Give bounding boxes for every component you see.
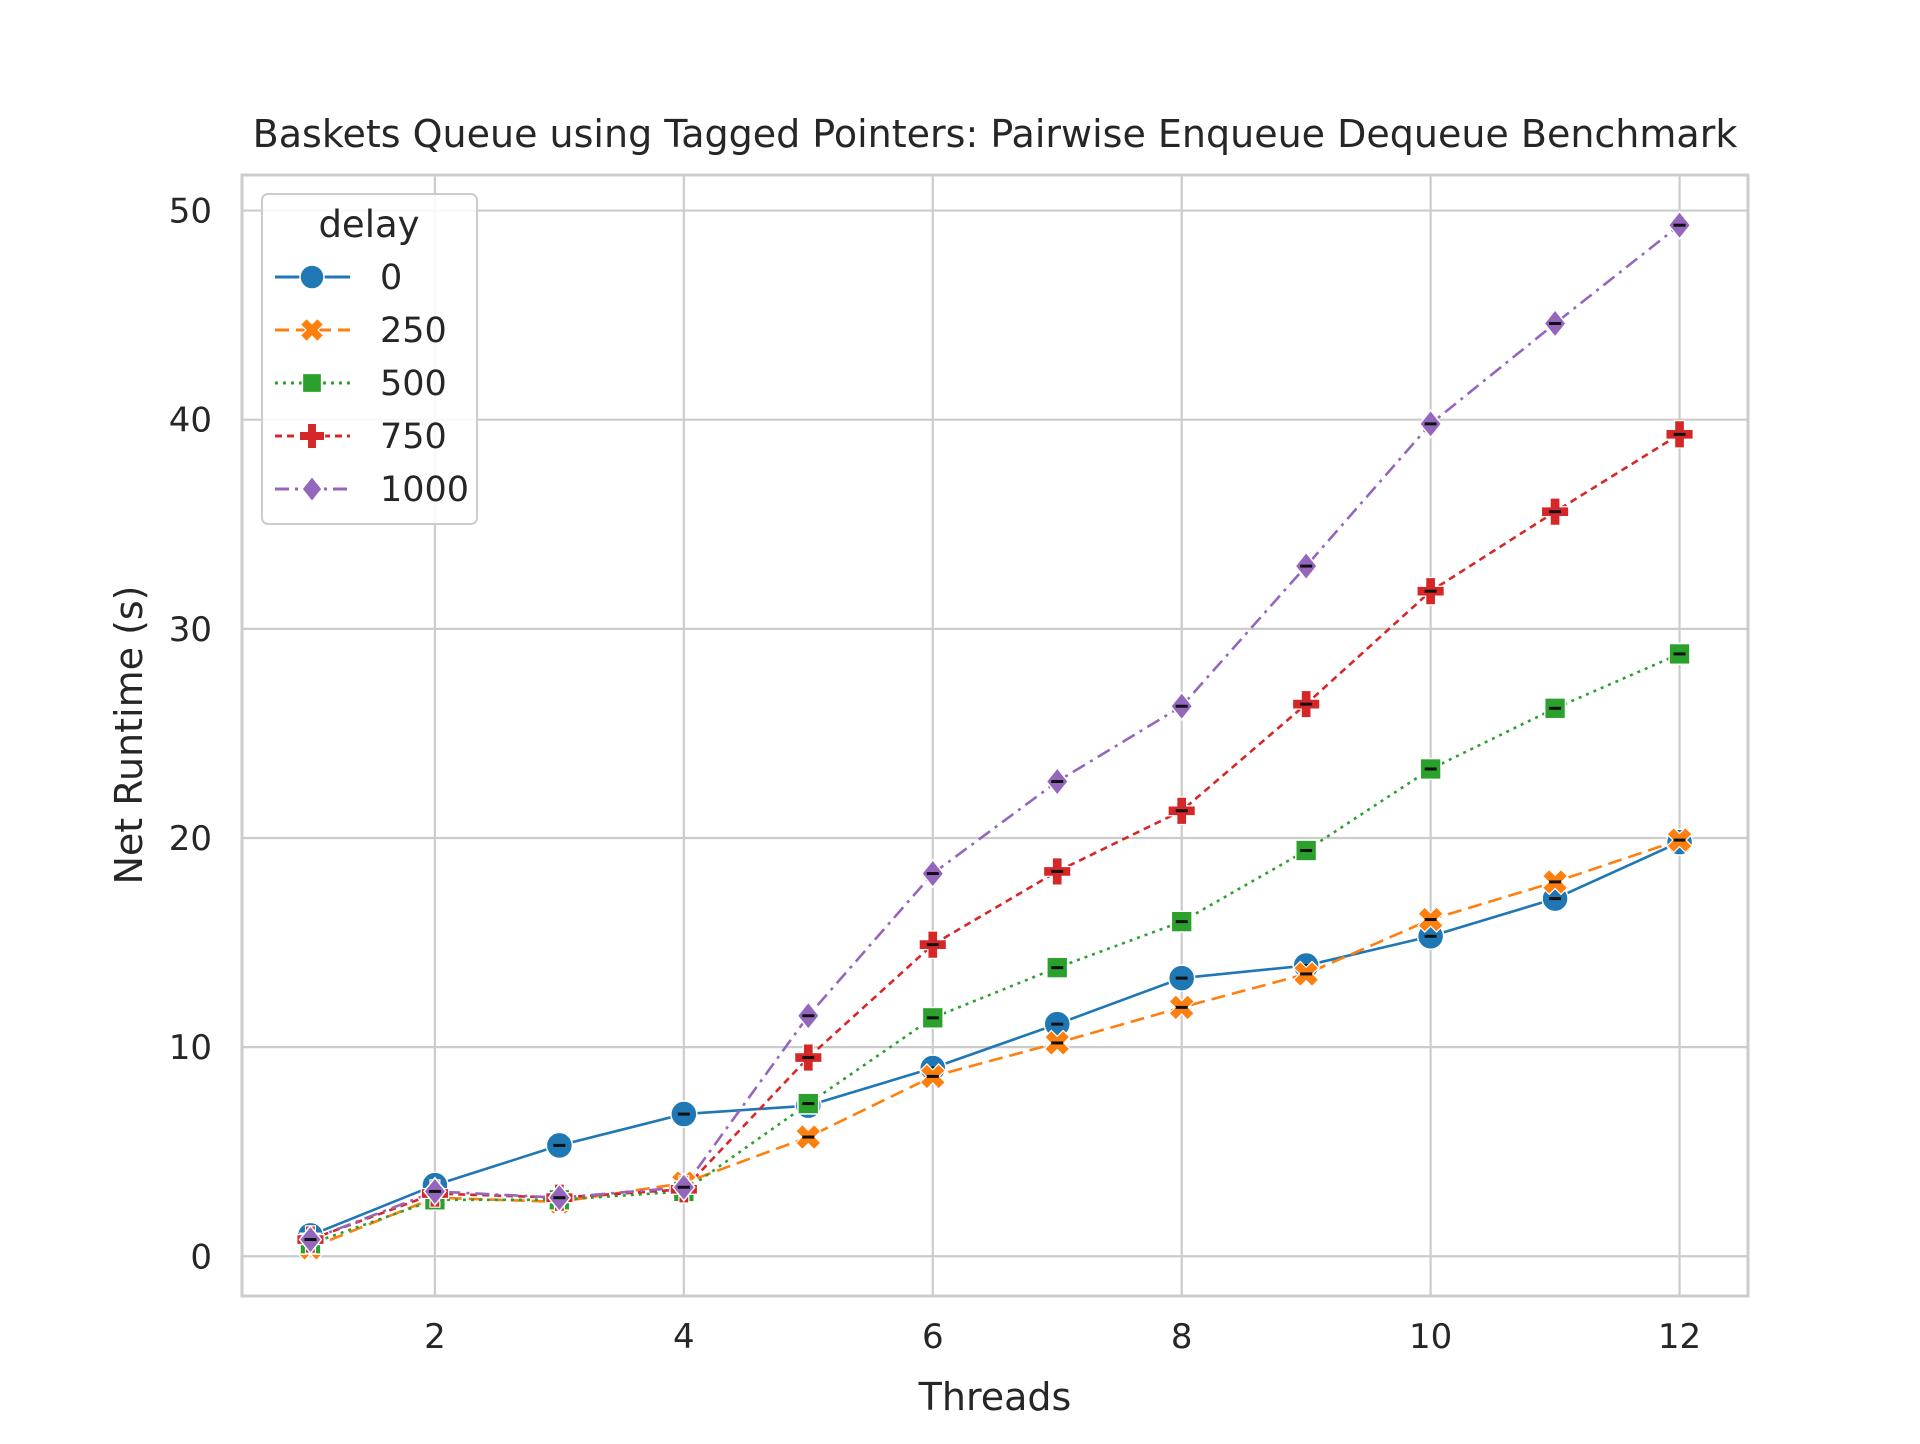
series-line-500 (310, 652, 1681, 1245)
grid-lines (242, 175, 1748, 1296)
legend-marker (299, 264, 325, 290)
legend-entry-1000: 1000 (275, 470, 469, 510)
x-tick-label: 2 (424, 1317, 446, 1357)
legend-title: delay (318, 203, 419, 246)
legend-marker (301, 372, 323, 394)
legend: delay 0 250 500 750 1000 (261, 193, 478, 525)
legend-entry-0: 0 (275, 258, 402, 298)
y-tick-label: 20 (169, 819, 212, 859)
x-tick-label: 4 (673, 1317, 695, 1357)
y-tick-label: 50 (169, 192, 212, 232)
legend-label: 500 (380, 364, 447, 404)
y-tick-labels: 0 10 20 30 40 50 (169, 192, 212, 1278)
plot-frame (240, 173, 1750, 1298)
series-line-0 (309, 840, 1681, 1237)
legend-entry-500: 500 (275, 364, 447, 404)
chart-title: Baskets Queue using Tagged Pointers: Pai… (253, 112, 1738, 156)
series-line-750 (310, 433, 1681, 1241)
y-tick-label: 10 (169, 1028, 212, 1068)
legend-items: 0 250 500 750 1000 (275, 258, 469, 510)
y-axis-label: Net Runtime (s) (107, 585, 151, 884)
series-lines (309, 224, 1681, 1250)
series-points-1000 (298, 210, 1692, 1255)
legend-label: 1000 (380, 470, 469, 510)
legend-marker (299, 317, 325, 343)
series-points-750 (296, 420, 1694, 1254)
series-line-250 (309, 838, 1680, 1250)
x-tick-label: 12 (1658, 1317, 1701, 1357)
x-tick-labels: 2 4 6 8 10 12 (424, 1317, 1701, 1357)
x-tick-label: 10 (1409, 1317, 1452, 1357)
y-tick-label: 30 (169, 610, 212, 650)
legend-label: 250 (380, 311, 447, 351)
legend-label: 0 (380, 258, 402, 298)
series-markers (296, 210, 1694, 1262)
x-axis-label: Threads (918, 1375, 1072, 1419)
legend-marker (300, 475, 324, 503)
y-tick-label: 40 (169, 401, 212, 441)
legend-label: 750 (380, 417, 447, 457)
x-tick-label: 8 (1171, 1317, 1193, 1357)
legend-entry-750: 750 (275, 417, 447, 457)
x-tick-label: 6 (922, 1317, 944, 1357)
legend-marker (298, 422, 326, 450)
y-tick-label: 0 (190, 1237, 212, 1277)
series-line-1000 (309, 224, 1681, 1241)
legend-entry-250: 250 (275, 311, 447, 351)
